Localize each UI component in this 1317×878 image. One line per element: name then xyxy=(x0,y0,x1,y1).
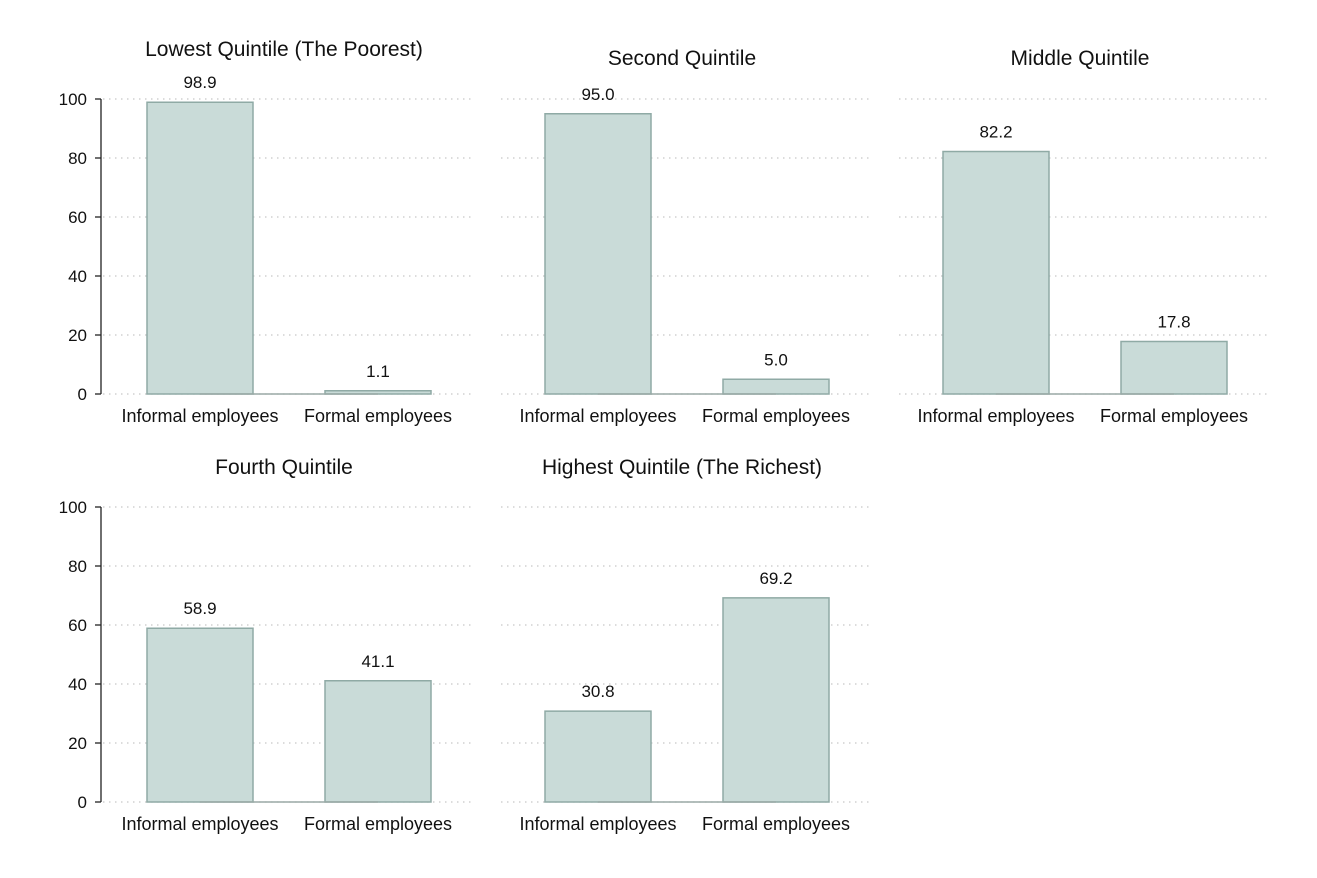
data-label: 82.2 xyxy=(979,123,1012,142)
data-label: 41.1 xyxy=(361,652,394,671)
bar xyxy=(1120,340,1228,395)
panel-title: Highest Quintile (The Richest) xyxy=(542,456,822,479)
data-label: 98.9 xyxy=(183,73,216,92)
y-tick-label: 20 xyxy=(68,734,87,753)
panel-title: Second Quintile xyxy=(608,47,756,70)
y-tick-label: 0 xyxy=(78,793,87,812)
data-label: 17.8 xyxy=(1157,312,1190,331)
y-tick-label: 60 xyxy=(68,616,87,635)
bar xyxy=(942,150,1050,395)
x-category-label: Informal employees xyxy=(519,814,676,834)
y-tick-label: 100 xyxy=(59,90,87,109)
panel-title: Fourth Quintile xyxy=(215,456,353,479)
y-tick-label: 80 xyxy=(68,557,87,576)
bar xyxy=(324,680,432,803)
x-category-label: Informal employees xyxy=(519,406,676,426)
y-tick-label: 20 xyxy=(68,326,87,345)
bar xyxy=(722,378,830,395)
data-label: 95.0 xyxy=(581,85,614,104)
y-tick-label: 80 xyxy=(68,149,87,168)
y-tick-label: 0 xyxy=(78,385,87,404)
x-category-label: Informal employees xyxy=(121,814,278,834)
data-label: 30.8 xyxy=(581,682,614,701)
x-category-label: Formal employees xyxy=(1100,406,1248,426)
panel-title: Lowest Quintile (The Poorest) xyxy=(145,38,423,61)
y-tick-label: 100 xyxy=(59,498,87,517)
bar xyxy=(146,101,254,395)
data-label: 58.9 xyxy=(183,599,216,618)
x-category-label: Informal employees xyxy=(121,406,278,426)
x-category-label: Formal employees xyxy=(702,406,850,426)
data-label: 69.2 xyxy=(759,569,792,588)
bar xyxy=(544,113,652,395)
data-label: 1.1 xyxy=(366,362,390,381)
y-tick-label: 60 xyxy=(68,208,87,227)
bar xyxy=(544,710,652,803)
y-tick-label: 40 xyxy=(68,267,87,286)
data-label: 5.0 xyxy=(764,350,788,369)
x-category-label: Formal employees xyxy=(304,406,452,426)
x-category-label: Formal employees xyxy=(702,814,850,834)
y-tick-label: 40 xyxy=(68,675,87,694)
bar xyxy=(722,597,830,803)
x-category-label: Informal employees xyxy=(917,406,1074,426)
panel-title: Middle Quintile xyxy=(1011,47,1150,70)
x-category-label: Formal employees xyxy=(304,814,452,834)
bar xyxy=(146,627,254,803)
